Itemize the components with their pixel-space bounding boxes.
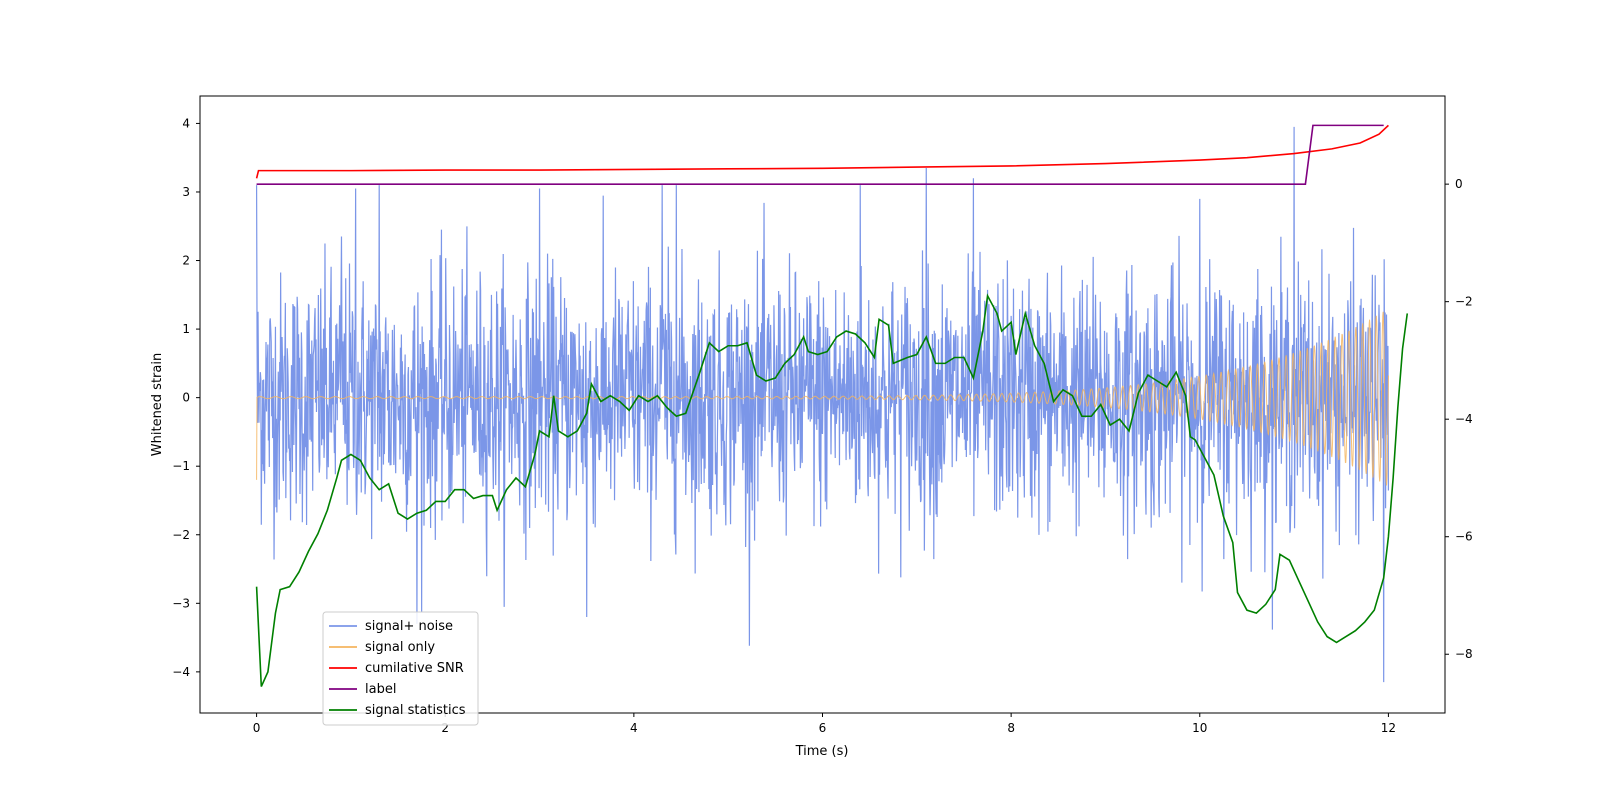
legend-label-signal-only: signal only (365, 640, 435, 655)
y-axis-label: Whitened strain (150, 353, 165, 456)
series-signal-noise (255, 126, 1390, 683)
y-tick-label: 4 (182, 116, 190, 130)
y-tick-label: −3 (172, 596, 190, 610)
y-tick-label: 3 (182, 185, 190, 199)
series-signal-statistics (255, 293, 1409, 687)
y-tick-label: −2 (172, 528, 190, 542)
y-tick-label: 0 (182, 391, 190, 405)
x-tick-label: 6 (819, 721, 827, 735)
x-tick-label: 2 (441, 721, 449, 735)
y2-tick-label: 0 (1455, 177, 1463, 191)
y2-tick-label: −4 (1455, 412, 1473, 426)
x-tick-label: 12 (1381, 721, 1396, 735)
x-tick-label: 8 (1007, 721, 1015, 735)
y-tick-label: 1 (182, 322, 190, 336)
legend-label-signal-statistics: signal statistics (365, 703, 466, 718)
legend-label-cumilative-snr: cumilative SNR (365, 661, 464, 676)
legend-box (322, 611, 479, 726)
series-layer (255, 124, 1409, 687)
series-signal-only (256, 311, 1389, 486)
y2-tick-label: −6 (1455, 530, 1473, 544)
y2-tick-label: −2 (1455, 295, 1473, 309)
y-tick-label: −4 (172, 665, 190, 679)
x-tick-label: 4 (630, 721, 638, 735)
legend-label-label: label (365, 682, 396, 697)
x-axis: 0 2 4 6 8 10 12 (253, 713, 1396, 735)
y-tick-label: 2 (182, 254, 190, 268)
y-axis-right: −8 −6 −4 −2 0 (1445, 177, 1473, 661)
y-tick-label: −1 (172, 459, 190, 473)
x-axis-label: Time (s) (795, 744, 849, 759)
series-cumilative-snr (255, 124, 1389, 179)
x-tick-label: 10 (1192, 721, 1207, 735)
series-label (256, 124, 1384, 185)
y-axis-left: −4 −3 −2 −1 0 1 2 3 4 (172, 116, 200, 679)
legend: signal+ noise signal only cumilative SNR la… (322, 611, 479, 726)
legend-label-signal-noise: signal+ noise (365, 619, 453, 634)
y2-tick-label: −8 (1455, 647, 1473, 661)
x-tick-label: 0 (253, 721, 261, 735)
